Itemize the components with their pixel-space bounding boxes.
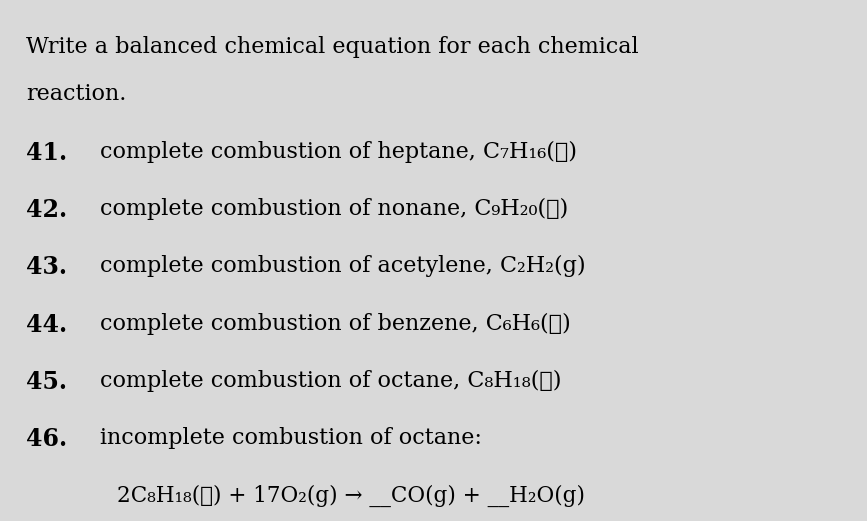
Text: 46.: 46. [26, 427, 67, 451]
Text: reaction.: reaction. [26, 83, 127, 105]
Text: 44.: 44. [26, 313, 67, 337]
Text: Write a balanced chemical equation for each chemical: Write a balanced chemical equation for e… [26, 36, 639, 58]
Text: 41.: 41. [26, 141, 67, 165]
Text: 45.: 45. [26, 370, 67, 394]
Text: 2C₈H₁₈(ℓ) + 17O₂(g) → __CO(g) + __H₂O(g): 2C₈H₁₈(ℓ) + 17O₂(g) → __CO(g) + __H₂O(g) [117, 485, 585, 507]
Text: complete combustion of nonane, C₉H₂₀(ℓ): complete combustion of nonane, C₉H₂₀(ℓ) [100, 198, 568, 220]
Text: 43.: 43. [26, 255, 67, 279]
Text: complete combustion of benzene, C₆H₆(ℓ): complete combustion of benzene, C₆H₆(ℓ) [100, 313, 570, 334]
Text: incomplete combustion of octane:: incomplete combustion of octane: [100, 427, 481, 449]
Text: 42.: 42. [26, 198, 67, 222]
Text: complete combustion of acetylene, C₂H₂(g): complete combustion of acetylene, C₂H₂(g… [100, 255, 585, 277]
Text: complete combustion of heptane, C₇H₁₆(ℓ): complete combustion of heptane, C₇H₁₆(ℓ) [100, 141, 577, 163]
Text: complete combustion of octane, C₈H₁₈(ℓ): complete combustion of octane, C₈H₁₈(ℓ) [100, 370, 561, 392]
